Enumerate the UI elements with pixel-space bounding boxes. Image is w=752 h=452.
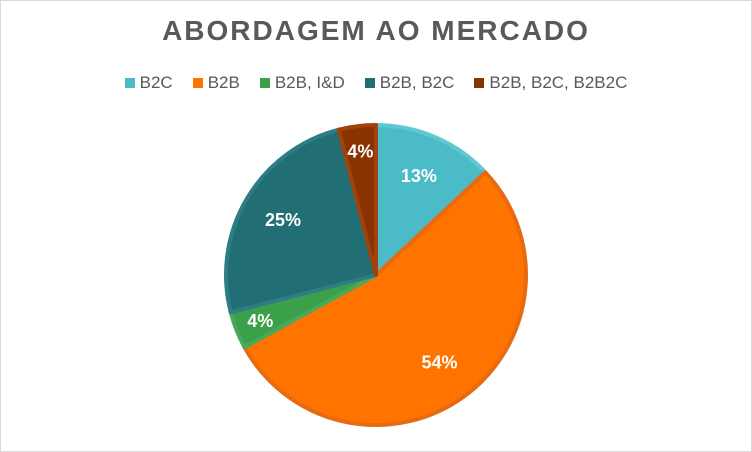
legend-swatch: [259, 78, 270, 88]
legend-label: B2C: [139, 73, 173, 92]
legend-item: B2B, B2C, B2B2C: [474, 73, 627, 93]
pie-slice: [336, 123, 378, 277]
legend-item: B2C: [124, 73, 173, 93]
data-label: 54%: [421, 352, 457, 372]
data-label: 25%: [265, 210, 301, 230]
data-label: 4%: [347, 142, 373, 162]
legend-label: B2B, B2C, B2B2C: [489, 73, 628, 92]
legend-label: B2B, B2C: [379, 73, 455, 92]
legend-label: B2B, I&D: [274, 73, 345, 92]
legend-item: B2B: [192, 73, 240, 93]
legend-label: B2B: [207, 73, 240, 92]
legend-item: B2B, B2C: [364, 73, 455, 93]
legend-swatch: [192, 78, 203, 88]
pie-slice: [242, 170, 528, 427]
data-label: 4%: [247, 311, 273, 331]
legend-swatch: [364, 78, 375, 88]
data-label: 13%: [401, 166, 437, 186]
pie-slice: [224, 127, 378, 315]
chart-legend: B2C B2B B2B, I&D B2B, B2C B2B, B2C, B2B2C: [1, 73, 751, 93]
pie-slice: [374, 123, 488, 277]
chart-title: ABORDAGEM AO MERCADO: [162, 15, 590, 46]
legend-swatch: [474, 78, 485, 88]
legend-item: B2B, I&D: [259, 73, 345, 93]
legend-swatch: [124, 78, 135, 88]
